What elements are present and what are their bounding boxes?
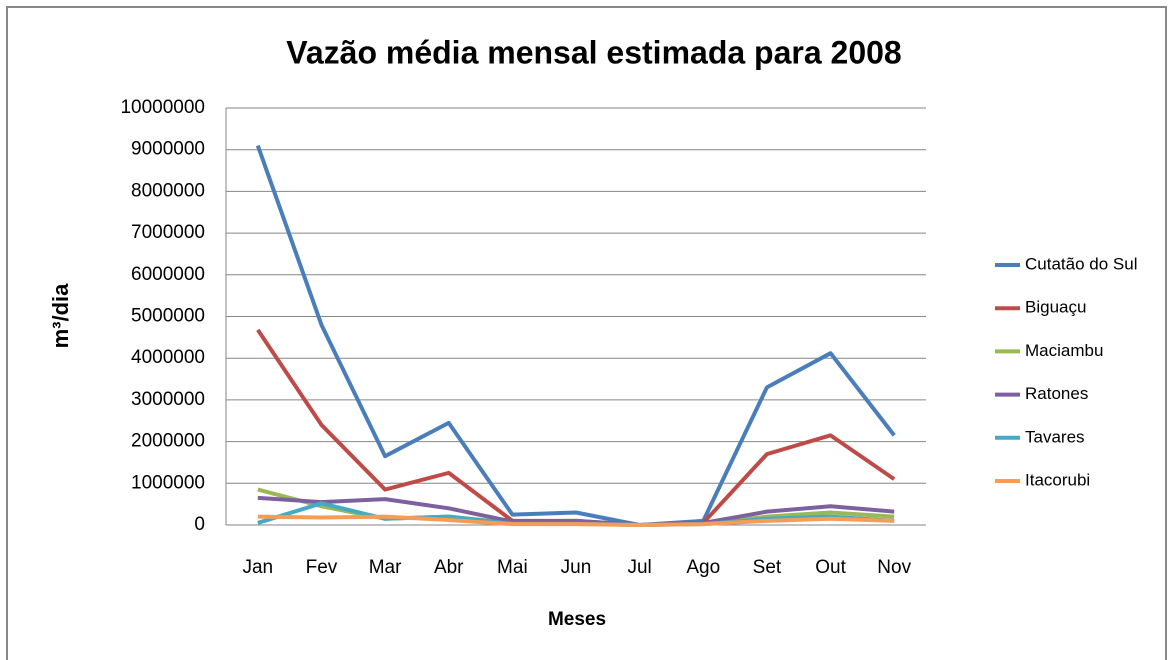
legend-label: Cutatão do Sul: [1025, 254, 1137, 273]
y-tick-label: 0: [194, 514, 205, 535]
x-tick-label: Out: [815, 557, 846, 578]
legend-label: Itacorubi: [1025, 470, 1090, 489]
x-tick-label: Mai: [497, 557, 528, 578]
y-tick-label: 5000000: [131, 306, 205, 327]
series-line: [257, 495, 895, 527]
x-tick-label: Nov: [877, 557, 911, 578]
chart-frame: [6, 6, 1167, 660]
series-line: [255, 144, 896, 527]
x-tick-label: Jan: [242, 557, 273, 578]
y-tick-label: 4000000: [131, 347, 205, 368]
y-tick-label: 3000000: [131, 389, 205, 410]
x-tick-label: Jun: [561, 557, 592, 578]
x-axis-label: Meses: [548, 609, 606, 630]
legend-label: Tavares: [1025, 427, 1085, 446]
y-tick-label: 1000000: [131, 472, 205, 493]
y-tick-label: 6000000: [131, 264, 205, 285]
x-tick-label: Jul: [627, 557, 651, 578]
y-tick-label: 2000000: [131, 431, 205, 452]
y-tick-label: 10000000: [120, 97, 205, 118]
x-tick-label: Abr: [434, 557, 464, 578]
x-tick-label: Set: [753, 557, 782, 578]
y-tick-label: 8000000: [131, 180, 205, 201]
x-tick-label: Fev: [306, 557, 338, 578]
chart-title: Vazão média mensal estimada para 2008: [286, 34, 901, 70]
y-tick-label: 9000000: [131, 139, 205, 160]
y-tick-label: 7000000: [131, 222, 205, 243]
legend-label: Maciambu: [1025, 341, 1103, 360]
legend-label: Biguaçu: [1025, 298, 1086, 317]
series-line: [257, 514, 895, 527]
x-tick-label: Mar: [369, 557, 402, 578]
y-axis-label: m³/dia: [48, 283, 73, 349]
legend-label: Ratones: [1025, 384, 1088, 403]
x-tick-label: Ago: [686, 557, 720, 578]
